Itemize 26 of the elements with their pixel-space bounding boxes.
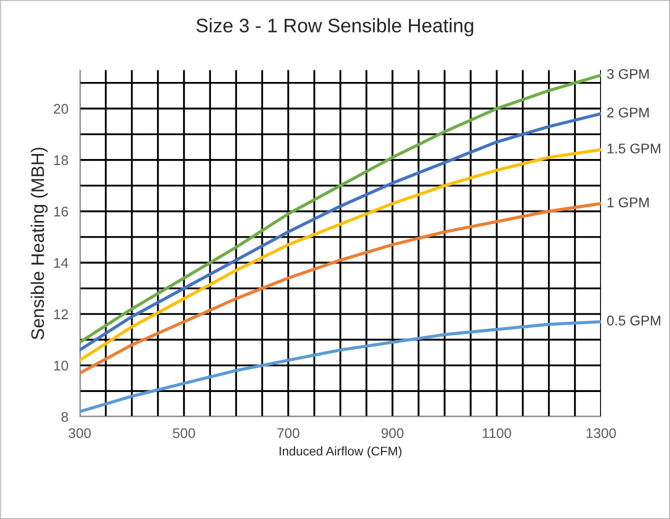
x-axis-title: Induced Airflow (CFM) bbox=[280, 446, 402, 458]
x-tick-label: 900 bbox=[382, 428, 404, 438]
x-tick-label: 1100 bbox=[482, 428, 512, 438]
y-tick-label: 10 bbox=[54, 360, 68, 371]
series-label: 1.5 GPM bbox=[608, 144, 660, 154]
y-tick-label: 20 bbox=[54, 104, 68, 114]
line-series bbox=[80, 202, 601, 375]
y-tick-label: 12 bbox=[54, 309, 68, 320]
line-series bbox=[80, 112, 601, 352]
y-tick-label: 16 bbox=[54, 206, 68, 216]
x-tick-label: 300 bbox=[68, 428, 91, 438]
x-tick-label: 500 bbox=[172, 428, 196, 438]
line-series bbox=[80, 148, 601, 362]
x-tick-label: 1300 bbox=[586, 428, 616, 438]
y-tick-label: 18 bbox=[54, 155, 68, 166]
y-axis-title: Sensible Heating (MBH) bbox=[30, 148, 48, 340]
series-label: 1 GPM bbox=[608, 198, 649, 208]
series-label: 2 GPM bbox=[607, 108, 649, 118]
line-series bbox=[80, 74, 601, 344]
chart-title: Size 3 - 1 Row Sensible Heating bbox=[196, 18, 474, 36]
y-tick-label: 14 bbox=[54, 258, 68, 268]
x-tick-label: 700 bbox=[277, 428, 300, 438]
line-series bbox=[80, 320, 601, 414]
series-label: 3 GPM bbox=[607, 69, 649, 79]
y-tick-label: 8 bbox=[62, 412, 68, 422]
series-label: 0.5 GPM bbox=[607, 316, 660, 326]
